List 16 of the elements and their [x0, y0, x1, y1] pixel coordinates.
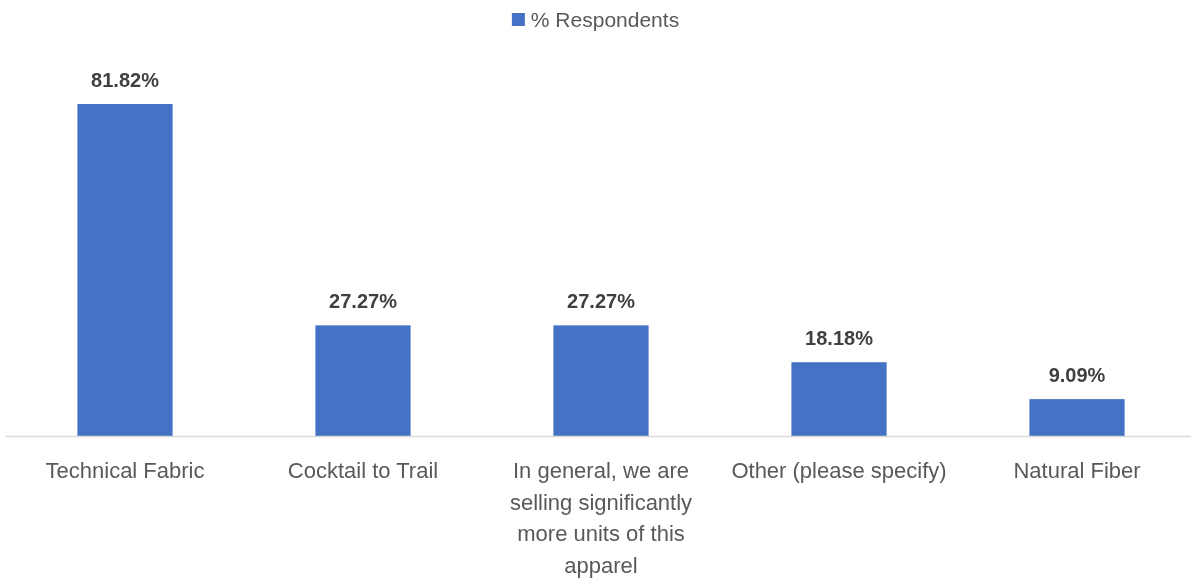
data-label: 27.27%	[329, 290, 398, 313]
x-tick-label: Technical Fabric	[45, 458, 205, 483]
x-tick-label: In general, we are selling significantly more units of this apparel	[509, 458, 693, 578]
bar	[315, 325, 411, 436]
bar	[77, 104, 173, 436]
data-label: 27.27%	[567, 290, 636, 313]
x-tick-label: Cocktail to Trail	[287, 458, 439, 483]
data-label: 18.18%	[805, 327, 874, 350]
data-label: 9.09%	[1048, 364, 1106, 387]
x-tick-label: Natural Fiber	[1013, 458, 1141, 483]
bar	[1029, 399, 1125, 436]
bar	[553, 325, 649, 436]
bar	[791, 362, 887, 436]
legend-label: % Respondents	[530, 8, 680, 31]
data-label: 81.82%	[91, 69, 160, 91]
x-tick-label: Other (please specify)	[731, 458, 947, 483]
